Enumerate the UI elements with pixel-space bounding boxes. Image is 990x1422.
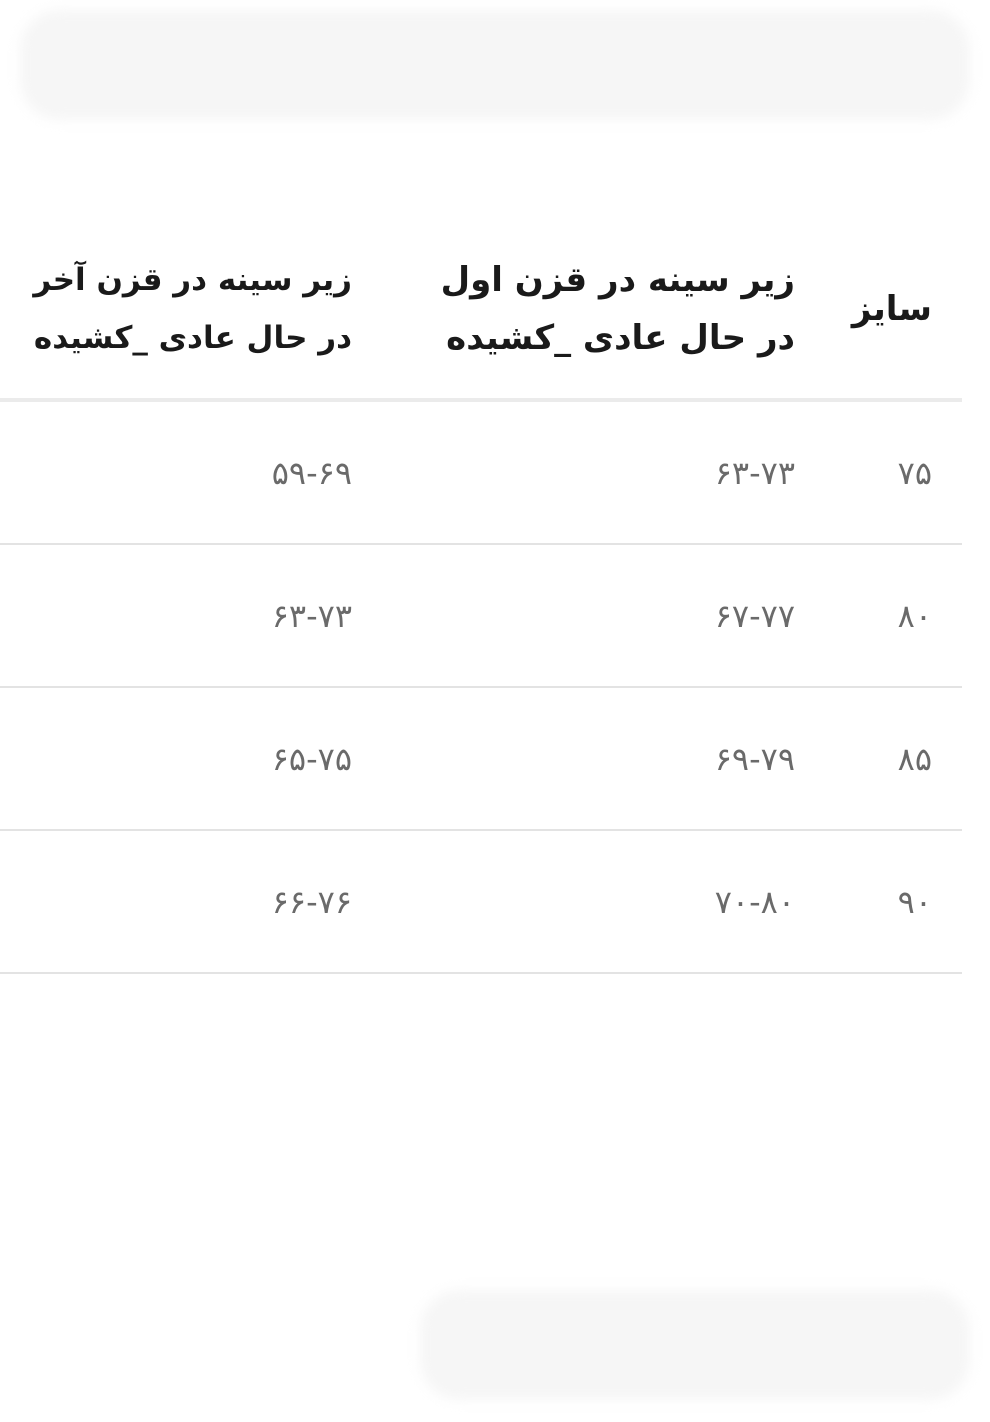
last-hook-cell: ۶۵-۷۵ xyxy=(271,739,352,778)
header-last-hook: زیر سینه در قزن آخر در حال عادی _کشیده xyxy=(0,251,380,367)
header-text: در حال عادی _کشیده xyxy=(446,318,795,358)
first-hook-cell: ۷۰-۸۰ xyxy=(714,882,795,921)
header-first-hook: زیر سینه در قزن اول در حال عادی _کشیده xyxy=(380,251,820,367)
table-row: ۷۵ ۶۳-۷۳ ۵۹-۶۹ xyxy=(0,402,962,545)
header-text: زیر سینه در قزن اول xyxy=(440,260,795,300)
background-smudge xyxy=(420,1290,970,1400)
size-cell: ۸۰ xyxy=(897,596,932,635)
header-text: زیر سینه در قزن آخر xyxy=(33,262,352,298)
first-hook-cell: ۶۷-۷۷ xyxy=(714,596,795,635)
header-size: سایز xyxy=(820,280,962,338)
table-row: ۸۵ ۶۹-۷۹ ۶۵-۷۵ xyxy=(0,688,962,831)
background-smudge xyxy=(20,10,970,120)
last-hook-cell: ۵۹-۶۹ xyxy=(271,453,352,492)
last-hook-cell: ۶۳-۷۳ xyxy=(271,596,352,635)
size-cell: ۷۵ xyxy=(897,453,932,492)
first-hook-cell: ۶۳-۷۳ xyxy=(714,453,795,492)
size-cell: ۹۰ xyxy=(897,882,932,921)
size-table: سایز زیر سینه در قزن اول در حال عادی _کش… xyxy=(0,220,962,974)
header-text: در حال عادی _کشیده xyxy=(33,320,352,356)
header-text: سایز xyxy=(851,289,932,329)
table-row: ۹۰ ۷۰-۸۰ ۶۶-۷۶ xyxy=(0,831,962,974)
size-cell: ۸۵ xyxy=(897,739,932,778)
table-header-row: سایز زیر سینه در قزن اول در حال عادی _کش… xyxy=(0,220,962,402)
table-row: ۸۰ ۶۷-۷۷ ۶۳-۷۳ xyxy=(0,545,962,688)
first-hook-cell: ۶۹-۷۹ xyxy=(714,739,795,778)
last-hook-cell: ۶۶-۷۶ xyxy=(271,882,352,921)
